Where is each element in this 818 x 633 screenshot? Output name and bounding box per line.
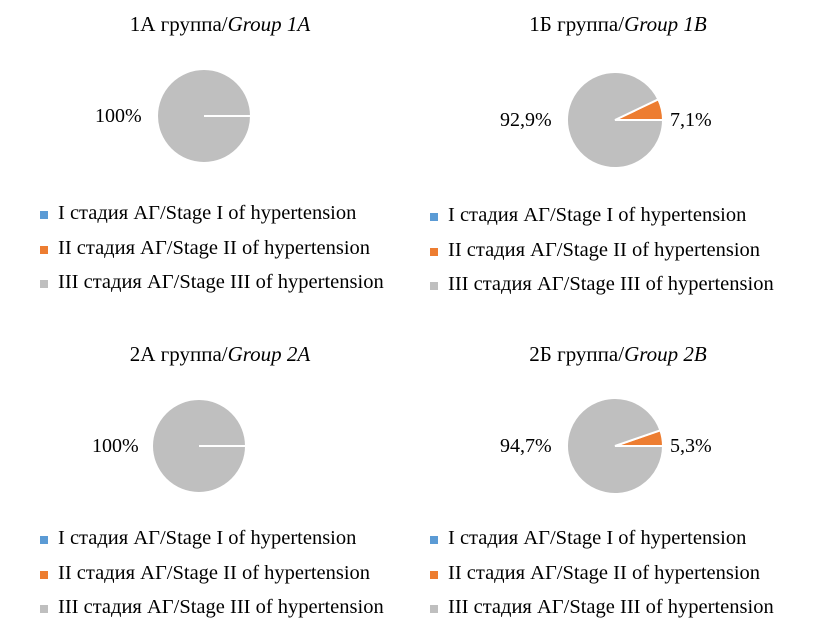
legend-swatch <box>40 570 48 579</box>
legend-swatch <box>40 536 48 544</box>
legend-label: II стадия АГ/Stage II of hypertension <box>448 238 761 261</box>
legend-swatch <box>430 247 438 256</box>
pie-chart <box>566 71 665 169</box>
legend-swatch <box>40 280 48 288</box>
legend-label: II стадия АГ/Stage II of hypertension <box>448 561 761 584</box>
chart-title-prefix: 1А группа/ <box>129 12 228 36</box>
chart-group-2b: 2Б группа/Group 2B 94,7% 5,3% I стадия А… <box>420 342 816 632</box>
legend-label: III стадия АГ/Stage III of hypertension <box>58 596 384 618</box>
data-label-stage-iii: 92,9% <box>500 109 552 131</box>
legend-swatch <box>430 536 438 544</box>
legend-swatch <box>430 570 438 579</box>
chart-group-1a: 1А группа/Group 1A 100% I стадия АГ/Stag… <box>30 12 410 312</box>
legend-label: II стадия АГ/Stage II of hypertension <box>58 561 371 584</box>
pie-chart <box>151 398 247 494</box>
data-label-stage-iii: 100% <box>95 105 142 127</box>
data-label-stage-iii: 100% <box>92 435 139 457</box>
pie-chart <box>156 68 252 164</box>
chart-title-prefix: 2А группа/ <box>129 342 228 366</box>
legend-swatch <box>40 605 48 613</box>
legend-label: I стадия АГ/Stage I of hypertension <box>448 204 747 226</box>
chart-title: 2А группа/Group 2A <box>30 342 410 367</box>
chart-group-2a: 2А группа/Group 2A 100% I стадия АГ/Stag… <box>30 342 410 632</box>
chart-title: 1А группа/Group 1A <box>30 12 410 37</box>
legend-label: III стадия АГ/Stage III of hypertension <box>58 271 384 293</box>
legend-swatch <box>430 213 438 221</box>
chart-title: 1Б группа/Group 1B <box>420 12 816 37</box>
chart-group-1b: 1Б группа/Group 1B 92,9% 7,1% I стадия А… <box>420 12 816 312</box>
chart-title: 2Б группа/Group 2B <box>420 342 816 367</box>
data-label-stage-iii: 94,7% <box>500 435 552 457</box>
pie-chart <box>566 397 665 495</box>
legend-label: I стадия АГ/Stage I of hypertension <box>448 527 747 549</box>
legend-swatch <box>40 211 48 219</box>
chart-title-italic: Group 1A <box>227 12 311 36</box>
legend-swatch <box>430 282 438 290</box>
chart-title-prefix: 2Б группа/ <box>529 342 625 366</box>
legend-swatch <box>40 245 48 254</box>
chart-title-italic: Group 2B <box>624 342 707 366</box>
chart-title-prefix: 1Б группа/ <box>529 12 625 36</box>
data-label-stage-ii: 5,3% <box>670 435 712 457</box>
legend-label: III стадия АГ/Stage III of hypertension <box>448 273 774 295</box>
legend-label: III стадия АГ/Stage III of hypertension <box>448 596 774 618</box>
legend-label: I стадия АГ/Stage I of hypertension <box>58 527 357 549</box>
legend-swatch <box>430 605 438 613</box>
chart-title-italic: Group 2A <box>227 342 311 366</box>
legend-label: II стадия АГ/Stage II of hypertension <box>58 236 371 259</box>
legend-label: I стадия АГ/Stage I of hypertension <box>58 202 357 224</box>
chart-title-italic: Group 1B <box>624 12 707 36</box>
data-label-stage-ii: 7,1% <box>670 109 712 131</box>
